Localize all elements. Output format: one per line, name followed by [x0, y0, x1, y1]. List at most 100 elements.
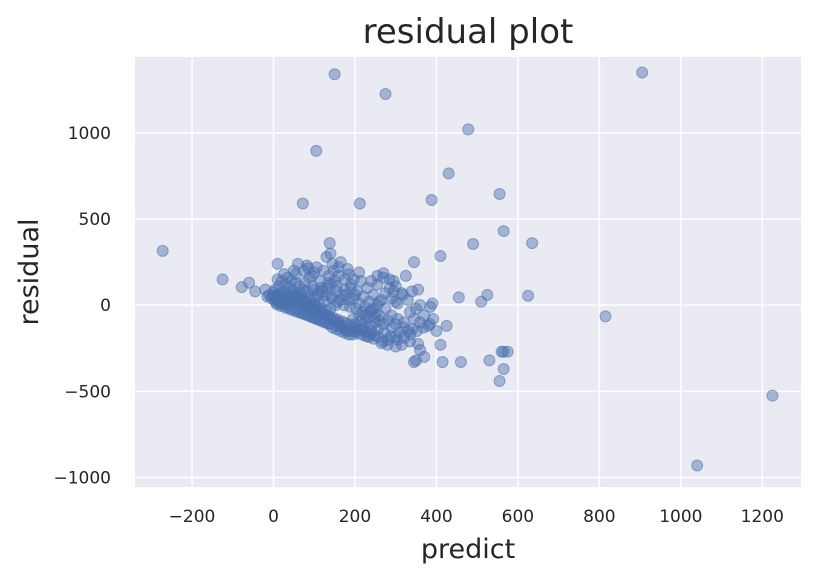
scatter-point — [356, 306, 369, 319]
scatter-point — [391, 297, 404, 310]
scatter-point — [331, 295, 344, 308]
scatter-point — [493, 188, 506, 201]
scatter-point — [377, 267, 390, 280]
scatter-point — [501, 345, 514, 358]
scatter-point — [325, 292, 338, 305]
scatter-point — [323, 237, 336, 250]
x-tick-label: 200 — [339, 507, 371, 527]
scatter-point — [434, 338, 447, 351]
scatter-point — [410, 302, 423, 315]
scatter-point — [378, 326, 391, 339]
scatter-point — [296, 197, 309, 210]
scatter-point — [410, 325, 423, 338]
scatter-point — [310, 261, 323, 274]
x-tick-label: 0 — [268, 507, 279, 527]
scatter-point — [599, 310, 612, 323]
scatter-point — [235, 281, 248, 294]
scatter-point — [341, 262, 354, 275]
scatter-point — [495, 345, 508, 358]
x-tick-label: 400 — [420, 507, 452, 527]
x-tick-label: 1000 — [659, 507, 702, 527]
scatter-point — [691, 459, 704, 472]
scatter-point — [417, 321, 430, 334]
x-tick-labels: −200 0 200 400 600 800 1000 1200 — [169, 507, 784, 527]
scatter-point — [353, 197, 366, 210]
scatter-point — [408, 256, 421, 269]
scatter-point — [391, 312, 404, 325]
scatter-point — [399, 269, 412, 282]
scatter-point — [418, 350, 431, 363]
y-tick-label: 1000 — [68, 124, 111, 144]
scatter-point — [483, 354, 496, 367]
scatter-point — [408, 356, 421, 369]
scatter-point — [374, 314, 387, 327]
scatter-point — [403, 306, 416, 319]
scatter-point — [368, 311, 381, 324]
y-tick-label: −1000 — [53, 469, 111, 489]
chart-title: residual plot — [363, 12, 574, 52]
scatter-point — [440, 319, 453, 332]
x-tick-label: 600 — [502, 507, 534, 527]
scatter-point — [379, 88, 392, 101]
scatter-point — [319, 288, 332, 301]
plot-background — [135, 57, 801, 487]
scatter-point — [289, 290, 302, 303]
scatter-point — [418, 309, 431, 322]
scatter-point — [425, 194, 438, 207]
scatter-point — [303, 271, 316, 284]
x-tick-label: 800 — [583, 507, 615, 527]
scatter-point — [310, 144, 323, 157]
scatter-point — [526, 237, 539, 250]
x-tick-label: 1200 — [741, 507, 784, 527]
scatter-point — [454, 356, 467, 369]
scatter-point — [497, 225, 510, 238]
scatter-point — [328, 68, 341, 81]
scatter-point — [266, 289, 279, 302]
scatter-point — [424, 300, 437, 313]
scatter-point — [423, 318, 436, 331]
y-tick-labels: −1000 −500 0 500 1000 — [53, 124, 111, 489]
y-tick-label: 0 — [100, 296, 111, 316]
x-axis-title: predict — [421, 534, 515, 565]
scatter-point — [300, 259, 313, 272]
scatter-point — [497, 362, 510, 375]
scatter-point — [434, 250, 447, 263]
scatter-point — [481, 288, 494, 301]
scatter-point — [278, 268, 291, 281]
scatter-point — [462, 123, 475, 136]
scatter-point — [397, 331, 410, 344]
scatter-point — [452, 291, 465, 304]
scatter-point — [426, 297, 439, 310]
scatter-point — [156, 244, 169, 257]
scatter-point — [317, 264, 330, 277]
scatter-point — [636, 66, 649, 79]
y-tick-label: −500 — [64, 382, 111, 402]
y-tick-label: 500 — [79, 210, 111, 230]
scatter-point — [271, 257, 284, 270]
scatter-point — [493, 375, 506, 388]
scatter-point — [332, 261, 345, 274]
scatter-point — [414, 343, 427, 356]
scatter-point — [385, 309, 398, 322]
scatter-point — [442, 167, 455, 180]
y-axis-title: residual — [14, 219, 45, 326]
scatter-point — [337, 299, 350, 312]
scatter-point — [522, 289, 535, 302]
scatter-point — [412, 283, 425, 296]
scatter-point — [467, 237, 480, 250]
scatter-point — [295, 287, 308, 300]
scatter-point — [249, 285, 262, 298]
grid-lines — [135, 57, 801, 487]
scatter-point — [282, 294, 295, 307]
scatter-point — [347, 273, 360, 286]
scatter-point — [404, 328, 417, 341]
scatter-point — [362, 312, 375, 325]
x-tick-label: −200 — [169, 507, 216, 527]
scatter-point — [397, 316, 410, 329]
scatter-point — [766, 389, 779, 402]
scatter-point — [381, 338, 394, 351]
scatter-point — [436, 356, 449, 369]
scatter-point — [365, 275, 378, 288]
data-points — [156, 66, 779, 472]
